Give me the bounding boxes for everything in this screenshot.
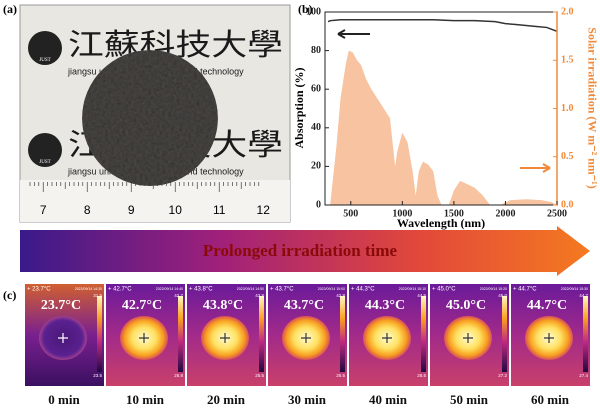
- scale-max: 45.0: [498, 293, 507, 298]
- time-label: 40 min: [369, 392, 408, 407]
- y2-tick-label: 1.0: [561, 103, 574, 114]
- y2-axis-label: Solar irradiation (W m⁻² nm⁻¹): [585, 27, 599, 188]
- thermal-header: + 44.7°C: [513, 287, 537, 293]
- x-tick-label: 1500: [444, 208, 464, 219]
- scale-max: 44.5: [417, 293, 426, 298]
- time-label: 10 min: [126, 392, 165, 407]
- color-scale: [97, 296, 102, 372]
- thermal-header: + 43.8°C: [189, 287, 213, 293]
- color-scale: [259, 296, 264, 372]
- color-scale: [421, 296, 426, 372]
- thermal-temperature: 23.7°C: [41, 298, 81, 313]
- scale-min: 27.2: [498, 373, 507, 378]
- crosshair: [58, 333, 68, 343]
- scale-max: 43.8: [255, 293, 264, 298]
- time-label: 60 min: [531, 392, 570, 407]
- crosshair: [544, 333, 554, 343]
- x-tick-label: 2000: [495, 208, 515, 219]
- scale-min: 23.5: [93, 373, 102, 378]
- banner-arrow: [20, 226, 590, 276]
- panel-label: (b): [298, 2, 313, 16]
- thermal-header: + 44.3°C: [351, 287, 375, 293]
- thermal-header: + 42.7°C: [108, 287, 132, 293]
- crosshair: [220, 333, 230, 343]
- y2-tick-label: 0.0: [561, 199, 574, 210]
- thermal-date: 2022/09/14 15:20: [480, 287, 507, 291]
- y-tick-label: 80: [311, 45, 321, 56]
- ruler-label: 9: [128, 203, 135, 217]
- thermal-header: + 45.0°C: [432, 287, 456, 293]
- thermal-temperature: 44.7°C: [527, 298, 567, 313]
- time-label: 30 min: [288, 392, 327, 407]
- thermal-date: 2022/09/14 15:30: [561, 287, 588, 291]
- arrow-left: [337, 29, 370, 39]
- thermal-header: + 43.7°C: [270, 287, 294, 293]
- scale-max: 31.5: [93, 293, 102, 298]
- arrow-right: [520, 163, 551, 173]
- thermal-date: 2022/09/14 14:30: [75, 287, 102, 291]
- y-axis-label: Absorption (%): [292, 67, 306, 148]
- absorption-line: [327, 18, 558, 33]
- irradiance-area: [330, 50, 557, 205]
- thermal-date: 2022/09/14 14:40: [156, 287, 183, 291]
- ruler-label: 11: [213, 203, 226, 217]
- x-axis-label: Wavelength (nm): [397, 216, 485, 230]
- thermal-date: 2022/09/14 15:10: [399, 287, 426, 291]
- x-tick-label: 1000: [392, 208, 412, 219]
- thermal-date: 2022/09/14 14:50: [237, 287, 264, 291]
- thermal-header: + 23.7°C: [27, 287, 51, 293]
- thermal-temperature: 43.8°C: [203, 298, 243, 313]
- scale-min: 27.4: [579, 373, 588, 378]
- time-label: 20 min: [207, 392, 246, 407]
- logo: [28, 133, 62, 167]
- ruler-label: 10: [169, 203, 183, 217]
- crosshair: [139, 333, 149, 343]
- thermal-temperature: 44.3°C: [365, 298, 405, 313]
- ruler-label: 7: [40, 203, 47, 217]
- thermal-temperature: 45.0°C: [446, 298, 486, 313]
- y-tick-label: 20: [311, 161, 321, 172]
- scale-min: 25.5: [255, 373, 264, 378]
- scale-min: 26.5: [417, 373, 426, 378]
- scale-min: 25.8: [174, 373, 183, 378]
- ruler-label: 12: [257, 203, 271, 217]
- crosshair: [382, 333, 392, 343]
- crosshair: [301, 333, 311, 343]
- panel-label: (c): [3, 288, 16, 302]
- y-tick-label: 0: [316, 199, 321, 210]
- scale-max: 44.7: [579, 293, 588, 298]
- time-label: 0 min: [48, 392, 80, 407]
- scale-min: 25.5: [336, 373, 345, 378]
- color-scale: [340, 296, 345, 372]
- ruler: [20, 180, 290, 222]
- sample-disc: [82, 50, 218, 186]
- y2-tick-label: 0.5: [561, 151, 574, 162]
- crosshair: [463, 333, 473, 343]
- logo: [28, 31, 62, 65]
- logo-letters: JUST: [39, 58, 50, 63]
- y2-tick-label: 2.0: [561, 6, 574, 17]
- ruler-ticks: [29, 182, 260, 192]
- y-tick-label: 40: [311, 122, 321, 133]
- color-scale: [502, 296, 507, 372]
- thermal-temperature: 43.7°C: [284, 298, 324, 313]
- y-tick-label: 60: [311, 83, 321, 94]
- x-tick-label: 500: [343, 208, 358, 219]
- time-label: 50 min: [450, 392, 489, 407]
- banner-text: Prolonged irradiation time: [203, 241, 398, 260]
- color-scale: [178, 296, 183, 372]
- scale-max: 42.7: [174, 293, 183, 298]
- y2-tick-label: 1.5: [561, 55, 574, 66]
- thermal-date: 2022/09/14 15:00: [318, 287, 345, 291]
- thermal-temperature: 42.7°C: [122, 298, 162, 313]
- ruler-label: 8: [84, 203, 91, 217]
- color-scale: [583, 296, 588, 372]
- logo-letters: JUST: [39, 160, 50, 165]
- x-tick-label: 2500: [547, 208, 567, 219]
- panel-label: (a): [3, 2, 17, 16]
- y-tick-label: 100: [306, 6, 321, 17]
- scale-max: 42.8: [336, 293, 345, 298]
